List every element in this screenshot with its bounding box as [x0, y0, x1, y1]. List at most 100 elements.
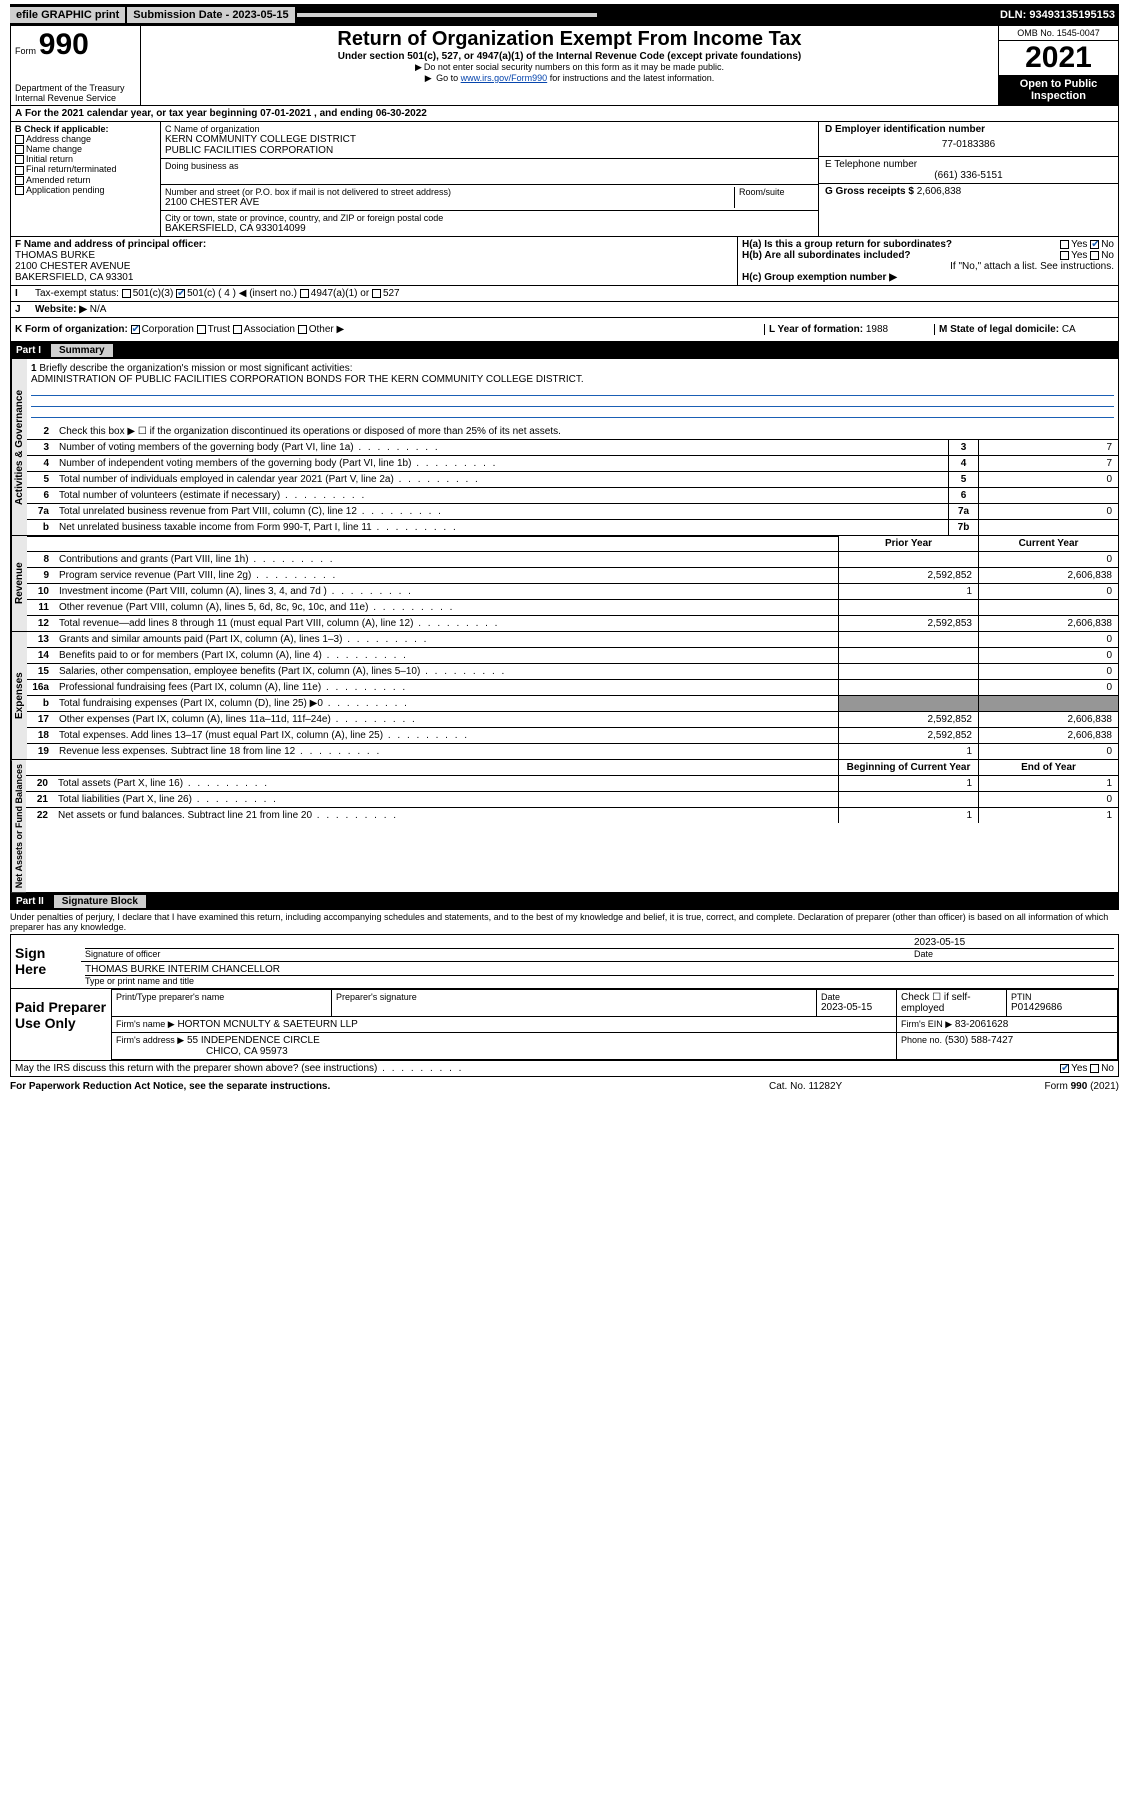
ag-val: 0: [978, 504, 1118, 519]
irs-link[interactable]: www.irs.gov/Form990: [461, 73, 548, 83]
hdr-curr: Current Year: [978, 536, 1118, 551]
footer-mid: Cat. No. 11282Y: [769, 1081, 969, 1092]
i-4947[interactable]: [300, 289, 309, 298]
curr-val: 1: [978, 776, 1118, 791]
curr-val: 0: [978, 648, 1118, 663]
k-assoc[interactable]: [233, 325, 242, 334]
ha-no[interactable]: [1090, 240, 1099, 249]
line2: Check this box ▶ ☐ if the organization d…: [55, 424, 1118, 439]
line-text: Other revenue (Part VIII, column (A), li…: [55, 600, 838, 615]
firm-addr2: CHICO, CA 95973: [206, 1046, 288, 1057]
irs-label: Internal Revenue Service: [15, 93, 125, 103]
ag-text: Total number of volunteers (estimate if …: [55, 488, 948, 503]
firm-phone: (530) 588-7427: [945, 1035, 1013, 1046]
city-label: City or town, state or province, country…: [165, 213, 814, 223]
i-501c[interactable]: [176, 289, 185, 298]
firm-addr1: 55 INDEPENDENCE CIRCLE: [187, 1035, 320, 1046]
part1-header: Part I Summary: [10, 342, 1119, 359]
chk-amended[interactable]: [15, 176, 24, 185]
f-label: F Name and address of principal officer:: [15, 239, 733, 250]
line-text: Total fundraising expenses (Part IX, col…: [55, 696, 838, 711]
curr-val: 0: [978, 664, 1118, 679]
j-label: Website: ▶: [35, 304, 87, 315]
k-label: K Form of organization:: [15, 324, 128, 335]
form-title: Return of Organization Exempt From Incom…: [145, 28, 994, 51]
efile-btn[interactable]: efile GRAPHIC print: [10, 7, 125, 23]
discuss-no[interactable]: [1090, 1064, 1099, 1073]
prior-val: 1: [838, 808, 978, 823]
dba-label: Doing business as: [165, 161, 814, 171]
penalty-text: Under penalties of perjury, I declare th…: [10, 910, 1119, 934]
ag-val: [978, 520, 1118, 535]
ag-text: Total number of individuals employed in …: [55, 472, 948, 487]
line-text: Grants and similar amounts paid (Part IX…: [55, 632, 838, 647]
m-val: CA: [1062, 324, 1076, 335]
i-501c3[interactable]: [122, 289, 131, 298]
prep-name-label: Print/Type preparer's name: [116, 992, 327, 1002]
curr-val: 2,606,838: [978, 616, 1118, 631]
ha-yes[interactable]: [1060, 240, 1069, 249]
l-label: L Year of formation:: [769, 324, 863, 335]
website: N/A: [90, 304, 107, 315]
city: BAKERSFIELD, CA 933014099: [165, 223, 814, 234]
sub3-pre: Go to: [436, 73, 461, 83]
k-other[interactable]: [298, 325, 307, 334]
curr-val: 0: [978, 632, 1118, 647]
prep-sig-label: Preparer's signature: [336, 992, 812, 1002]
prior-val: 2,592,852: [838, 712, 978, 727]
dln: DLN: 93493135195153: [1000, 9, 1119, 21]
i-527[interactable]: [372, 289, 381, 298]
sig-date: 2023-05-15: [914, 937, 1114, 948]
line-text: Total assets (Part X, line 16): [54, 776, 838, 791]
curr-val: 0: [978, 744, 1118, 759]
line-text: Professional fundraising fees (Part IX, …: [55, 680, 838, 695]
chk-pending[interactable]: [15, 186, 24, 195]
sub1: Under section 501(c), 527, or 4947(a)(1)…: [145, 51, 994, 62]
ag-text: Number of voting members of the governin…: [55, 440, 948, 455]
hc-label: H(c) Group exemption number ▶: [742, 272, 897, 283]
prior-val: 1: [838, 744, 978, 759]
l-val: 1988: [866, 324, 888, 335]
line-text: Net assets or fund balances. Subtract li…: [54, 808, 838, 823]
chk-name[interactable]: [15, 145, 24, 154]
ein-label: D Employer identification number: [825, 124, 1112, 135]
mission-label: Briefly describe the organization's miss…: [39, 363, 352, 374]
k-trust[interactable]: [197, 325, 206, 334]
prior-val: 1: [838, 776, 978, 791]
hb-label: H(b) Are all subordinates included?: [742, 250, 911, 261]
discuss-yes[interactable]: [1060, 1064, 1069, 1073]
ag-val: [978, 488, 1118, 503]
line-text: Contributions and grants (Part VIII, lin…: [55, 552, 838, 567]
hb-yes[interactable]: [1060, 251, 1069, 260]
prior-val: 2,592,853: [838, 616, 978, 631]
hb-no[interactable]: [1090, 251, 1099, 260]
ag-val: 0: [978, 472, 1118, 487]
org-name2: PUBLIC FACILITIES CORPORATION: [165, 145, 814, 156]
phone-label: E Telephone number: [825, 159, 1112, 170]
submission-btn[interactable]: Submission Date - 2023-05-15: [127, 7, 294, 23]
m-label: M State of legal domicile:: [939, 324, 1059, 335]
officer-printed: THOMAS BURKE INTERIM CHANCELLOR: [85, 964, 1114, 975]
ptin: P01429686: [1011, 1002, 1113, 1013]
top-bar: efile GRAPHIC print Submission Date - 20…: [10, 4, 1119, 26]
officer-name: THOMAS BURKE: [15, 250, 733, 261]
chk-initial[interactable]: [15, 155, 24, 164]
a-row: A For the 2021 calendar year, or tax yea…: [10, 106, 1119, 122]
room-label: Room/suite: [734, 187, 814, 208]
c-name-label: C Name of organization: [165, 124, 814, 134]
prior-val: [838, 680, 978, 695]
dept-label: Department of the Treasury: [15, 83, 125, 93]
chk-addr[interactable]: [15, 135, 24, 144]
k-corp[interactable]: [131, 325, 140, 334]
chk-final[interactable]: [15, 166, 24, 175]
mission-text: ADMINISTRATION OF PUBLIC FACILITIES CORP…: [31, 374, 584, 385]
footer-left: For Paperwork Reduction Act Notice, see …: [10, 1081, 769, 1092]
gross-label: G Gross receipts $: [825, 186, 914, 197]
vlabel-rev: Revenue: [11, 536, 27, 631]
self-emp[interactable]: Check ☐ if self-employed: [897, 990, 1007, 1016]
officer-addr1: 2100 CHESTER AVENUE: [15, 261, 733, 272]
hdr-beg: Beginning of Current Year: [838, 760, 978, 775]
prior-val: [838, 632, 978, 647]
footer-right: Form 990 (2021): [969, 1081, 1119, 1092]
b-col: B Check if applicable: Address change Na…: [11, 122, 161, 236]
